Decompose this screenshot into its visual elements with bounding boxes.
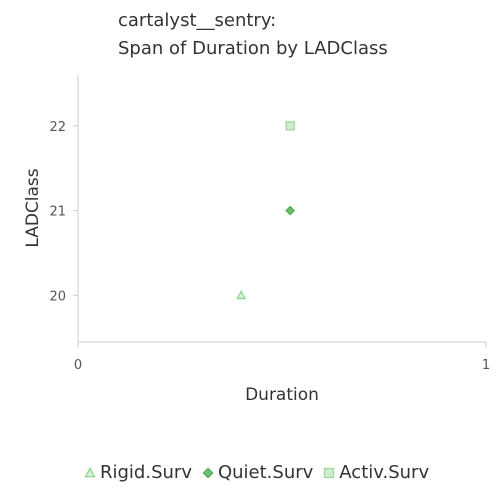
legend: Rigid.Surv Quiet.Surv Activ.Surv	[84, 462, 429, 483]
data-point-square	[285, 121, 295, 131]
x-tick-label: 0	[74, 358, 82, 373]
legend-label: Activ.Surv	[339, 462, 430, 483]
legend-label: Rigid.Surv	[100, 462, 192, 483]
data-point-triangle	[236, 290, 247, 300]
y-tick-label: 22	[49, 120, 66, 135]
x-axis-label: Duration	[245, 385, 319, 405]
chart-title-line2: Span of Duration by LADClass	[118, 38, 388, 59]
x-tick-label: 1	[482, 358, 490, 373]
ticks: 20 21 22 0 1	[49, 120, 490, 373]
y-tick-label: 20	[49, 289, 66, 304]
y-axis-label: LADClass	[23, 168, 43, 247]
legend-label: Quiet.Surv	[217, 462, 314, 483]
square-icon	[324, 467, 335, 478]
triangle-icon	[84, 466, 96, 477]
legend-item: Quiet.Surv	[202, 462, 313, 483]
data-point-diamond	[285, 205, 296, 216]
axes	[77, 75, 486, 343]
legend-item: Rigid.Surv	[84, 462, 192, 483]
chart-title-line1: cartalyst__sentry:	[118, 10, 277, 31]
diamond-icon	[202, 467, 214, 478]
data-marks	[236, 121, 296, 300]
legend-item: Activ.Surv	[323, 462, 429, 483]
y-tick-label: 21	[49, 205, 66, 220]
